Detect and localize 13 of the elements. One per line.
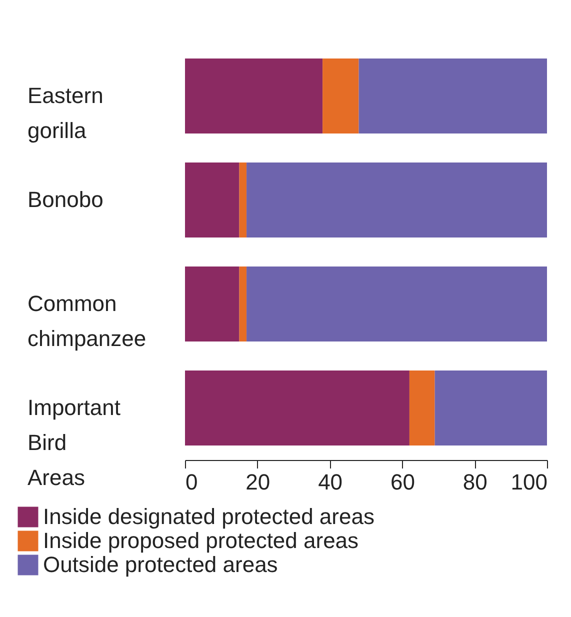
y-tick-label: Important Bird Areas	[28, 395, 120, 490]
legend-label: Inside proposed protected areas	[43, 528, 359, 553]
x-tick-label: 60	[390, 470, 415, 494]
legend-label: Outside protected areas	[43, 552, 278, 577]
y-tick-label: Common chimpanzee	[28, 291, 146, 351]
x-tick-label: 20	[246, 470, 270, 494]
x-tick-label: 100	[510, 470, 548, 494]
y-tick-label: Bonobo	[28, 187, 104, 212]
x-tick-label: 40	[318, 470, 343, 494]
x-tick-label: 0	[186, 470, 198, 494]
legend-label: Inside designated protected areas	[43, 504, 374, 529]
y-tick-label: Eastern gorilla	[28, 83, 104, 143]
x-tick-label: 80	[462, 470, 488, 494]
